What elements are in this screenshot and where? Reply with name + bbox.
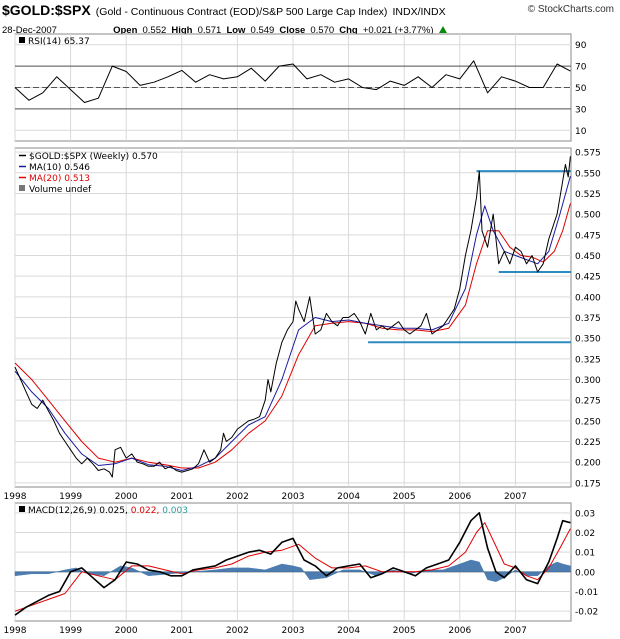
date-tick-label: 2007 (504, 626, 527, 636)
watermark: © StockCharts.com (527, 4, 614, 15)
ma10-line (14, 175, 571, 471)
rsi-tick-label: 70 (575, 63, 587, 73)
macd-legend-part: MACD(12,26,9) (28, 506, 99, 516)
chg-label: Chg (339, 25, 358, 36)
macd-tick-label: 0.01 (575, 549, 595, 559)
high-label: High (171, 25, 193, 36)
price-tick-label: 0.500 (575, 211, 601, 221)
date-tick-label: 2006 (448, 626, 471, 636)
price-tick-label: 0.575 (575, 149, 601, 159)
price-legend-entry: MA(10) 0.546 (29, 163, 90, 173)
date-tick-label: 2005 (393, 492, 416, 502)
price-line (14, 156, 571, 478)
macd-legend-swatch (19, 506, 25, 512)
date-tick-label: 2000 (115, 626, 138, 636)
chart-header: $GOLD:$SPX (Gold - Continuous Contract (… (2, 0, 618, 37)
macd-line (14, 511, 571, 616)
up-arrow-icon (438, 26, 447, 33)
legend-swatch (19, 185, 25, 191)
date-tick-label: 2000 (115, 492, 138, 502)
price-tick-label: 0.550 (575, 169, 601, 179)
date-tick-label: 2002 (226, 626, 249, 636)
price-tick-label: 0.250 (575, 417, 601, 427)
date-tick-label: 1998 (4, 492, 27, 502)
price-tick-label: 0.350 (575, 335, 601, 345)
price-tick-label: 0.375 (575, 314, 601, 324)
symbol-description: (Gold - Continuous Contract (EOD)/S&P 50… (95, 6, 388, 18)
price-panel: 0.175 0.200 0.225 0.250 0.275 0.300 0.325 0.350… (14, 147, 601, 489)
low-label: Low (226, 25, 246, 36)
date-tick-label: 1999 (59, 626, 82, 636)
macd-panel: -0.02 -0.01 0.00 0.01 0.02 0.03 MACD(12,26,9) … (14, 502, 598, 622)
date-tick-label: 2002 (226, 492, 249, 502)
macd-tick-label: -0.01 (575, 588, 598, 598)
price-tick-label: 0.225 (575, 438, 601, 448)
rsi-legend-swatch (19, 37, 25, 43)
date-tick-label: 1999 (59, 492, 82, 502)
rsi-tick-label: 90 (575, 41, 587, 51)
date-tick-label: 2007 (504, 492, 527, 502)
date-axis-middle: 1998 1999 2000 2001 2002 2003 2004 2005 2006 2007 (4, 492, 527, 502)
price-tick-label: 0.400 (575, 293, 601, 303)
price-tick-label: 0.450 (575, 252, 601, 262)
macd-legend-part: 0.022, (131, 506, 163, 516)
macd-tick-label: 0.03 (575, 509, 595, 519)
macd-legend-part: 0.025, (99, 506, 131, 516)
low-value: 0.549 (250, 25, 275, 36)
rsi-legend: RSI(14) 65.37 (28, 37, 90, 47)
date-tick-label: 2005 (393, 626, 416, 636)
price-tick-label: 0.275 (575, 397, 601, 407)
price-tick-label: 0.425 (575, 273, 601, 283)
symbol-title: $GOLD:$SPX (2, 2, 91, 18)
rsi-tick-label: 10 (575, 127, 587, 137)
rsi-tick-label: 30 (575, 105, 587, 115)
date-tick-label: 2004 (337, 626, 360, 636)
date-tick-label: 2001 (170, 626, 193, 636)
date-tick-label: 1998 (4, 626, 27, 636)
open-value: 0.552 (142, 25, 167, 36)
price-tick-label: 0.325 (575, 355, 601, 365)
close-value: 0.570 (310, 25, 335, 36)
date-axis-bottom: 1998 1999 2000 2001 2002 2003 2004 2005 2006 2007 (4, 626, 527, 636)
rsi-panel: 10 30 50 70 90 RSI(14) 65.37 (14, 33, 587, 142)
rsi-tick-label: 50 (575, 84, 587, 94)
chg-value: +0.021 (+3.77%) (362, 25, 434, 36)
date-tick-label: 2001 (170, 492, 193, 502)
price-tick-label: 0.300 (575, 376, 601, 386)
price-tick-label: 0.200 (575, 459, 601, 469)
macd-signal-line (14, 522, 571, 612)
quote-date: 28-Dec-2007 (2, 25, 57, 36)
date-tick-label: 2006 (448, 492, 471, 502)
quote-line: 28-Dec-2007 Open 0.552 High 0.571 Low 0.… (2, 18, 447, 37)
price-legend-entry: Volume undef (29, 185, 92, 195)
macd-legend: MACD(12,26,9) 0.025, 0.022, 0.003 (28, 506, 188, 516)
price-tick-label: 0.175 (575, 479, 601, 489)
date-tick-label: 2003 (282, 626, 305, 636)
rsi-line (14, 60, 571, 103)
macd-tick-label: 0.00 (575, 568, 595, 578)
macd-tick-label: -0.02 (575, 608, 598, 618)
open-label: Open (113, 25, 138, 36)
price-legend-entry: $GOLD:$SPX (Weekly) 0.570 (29, 152, 158, 162)
date-tick-label: 2003 (282, 492, 305, 502)
title-line: $GOLD:$SPX (Gold - Continuous Contract (… (2, 0, 446, 19)
date-tick-label: 2004 (337, 492, 360, 502)
high-value: 0.571 (197, 25, 222, 36)
macd-legend-part: 0.003 (162, 506, 188, 516)
price-tick-label: 0.525 (575, 190, 601, 200)
price-legend-entry: MA(20) 0.513 (29, 174, 90, 184)
exchange-label: INDX/INDX (392, 6, 446, 18)
ma20-line (14, 203, 571, 469)
price-tick-label: 0.475 (575, 231, 601, 241)
close-label: Close (279, 25, 306, 36)
macd-tick-label: 0.02 (575, 529, 595, 539)
